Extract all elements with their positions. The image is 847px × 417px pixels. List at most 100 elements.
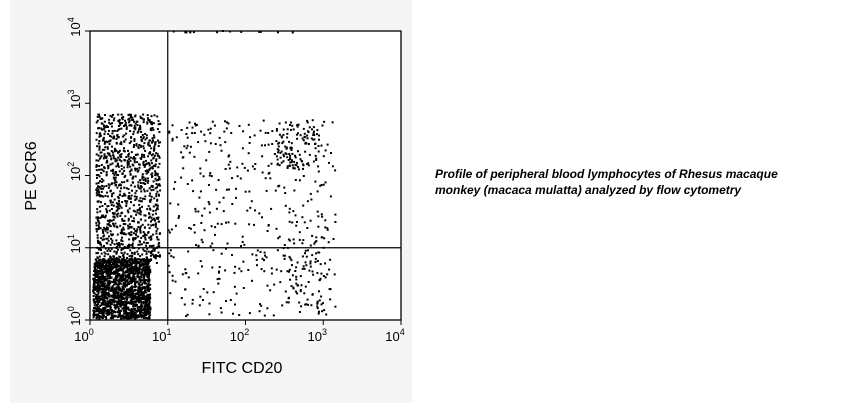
event-point bbox=[126, 268, 129, 271]
event-point bbox=[112, 213, 115, 215]
event-point bbox=[142, 248, 145, 251]
event-point bbox=[98, 175, 101, 178]
event-point bbox=[292, 286, 295, 289]
event-point bbox=[138, 301, 140, 304]
event-point bbox=[130, 308, 133, 310]
event-point bbox=[269, 289, 272, 292]
event-point bbox=[152, 254, 155, 257]
event-point bbox=[97, 224, 100, 227]
event-point bbox=[138, 166, 141, 169]
event-point bbox=[131, 244, 134, 247]
event-point bbox=[264, 177, 267, 180]
event-point bbox=[315, 157, 318, 160]
event-point bbox=[103, 120, 106, 123]
event-point bbox=[144, 132, 147, 135]
event-point bbox=[134, 284, 137, 287]
event-point bbox=[271, 143, 274, 145]
event-point bbox=[266, 307, 269, 310]
event-point bbox=[113, 174, 116, 177]
event-point bbox=[103, 264, 106, 267]
event-point bbox=[128, 270, 131, 273]
event-point bbox=[126, 284, 129, 287]
event-point bbox=[97, 292, 100, 295]
event-point bbox=[115, 149, 117, 152]
event-point bbox=[125, 307, 128, 310]
event-point bbox=[139, 258, 142, 261]
event-point bbox=[120, 143, 123, 146]
event-point bbox=[107, 248, 110, 250]
event-point bbox=[119, 267, 122, 270]
event-point bbox=[296, 125, 299, 128]
event-point bbox=[139, 117, 142, 119]
event-point bbox=[142, 163, 145, 166]
event-point bbox=[146, 289, 149, 292]
event-point bbox=[296, 261, 299, 264]
event-point bbox=[139, 210, 142, 213]
event-point bbox=[146, 296, 149, 299]
event-point bbox=[126, 257, 128, 259]
event-point bbox=[116, 293, 119, 296]
event-point bbox=[105, 270, 108, 273]
event-point bbox=[100, 190, 103, 193]
event-point bbox=[110, 208, 113, 210]
event-point bbox=[101, 287, 104, 290]
event-point bbox=[208, 174, 211, 177]
event-point bbox=[125, 261, 127, 264]
event-point bbox=[218, 136, 221, 139]
event-point bbox=[143, 226, 146, 229]
event-point bbox=[138, 163, 140, 166]
event-point bbox=[194, 207, 197, 210]
event-point bbox=[143, 232, 146, 235]
event-point bbox=[125, 280, 128, 283]
event-point bbox=[121, 116, 123, 119]
event-point bbox=[138, 295, 141, 298]
event-point bbox=[144, 297, 147, 300]
event-point bbox=[122, 256, 125, 259]
event-point bbox=[295, 266, 298, 269]
event-point bbox=[122, 228, 125, 231]
event-point bbox=[130, 215, 132, 218]
event-point bbox=[171, 124, 174, 127]
event-point bbox=[291, 152, 294, 155]
event-point bbox=[98, 115, 101, 118]
event-point bbox=[96, 211, 99, 214]
event-point bbox=[97, 273, 100, 276]
event-point bbox=[129, 116, 132, 119]
event-point bbox=[247, 269, 250, 271]
event-point bbox=[314, 260, 317, 263]
event-point bbox=[116, 268, 119, 271]
event-point bbox=[97, 313, 100, 316]
event-point bbox=[274, 189, 277, 192]
event-point bbox=[124, 215, 127, 218]
event-point bbox=[147, 177, 149, 180]
event-point bbox=[133, 295, 136, 298]
event-point bbox=[260, 304, 263, 307]
event-point bbox=[111, 211, 114, 214]
event-point bbox=[317, 150, 320, 153]
event-point bbox=[115, 259, 118, 262]
event-point bbox=[102, 276, 105, 279]
event-point bbox=[107, 268, 110, 271]
event-point bbox=[123, 181, 126, 184]
event-point bbox=[142, 263, 144, 266]
event-point bbox=[109, 307, 112, 310]
event-point bbox=[109, 317, 112, 320]
event-point bbox=[131, 181, 134, 184]
event-point bbox=[103, 238, 105, 241]
event-point bbox=[115, 165, 118, 168]
event-point bbox=[129, 301, 132, 304]
event-point bbox=[99, 265, 102, 267]
event-point bbox=[159, 141, 162, 144]
event-point bbox=[130, 140, 133, 143]
event-point bbox=[105, 161, 108, 164]
event-point bbox=[131, 251, 133, 254]
event-point bbox=[144, 214, 147, 217]
event-point bbox=[126, 159, 129, 162]
event-point bbox=[108, 140, 110, 143]
event-point bbox=[121, 314, 124, 317]
event-point bbox=[94, 301, 97, 303]
event-point bbox=[320, 236, 323, 239]
event-point bbox=[215, 207, 218, 210]
event-point bbox=[140, 140, 143, 143]
event-point bbox=[130, 151, 133, 154]
